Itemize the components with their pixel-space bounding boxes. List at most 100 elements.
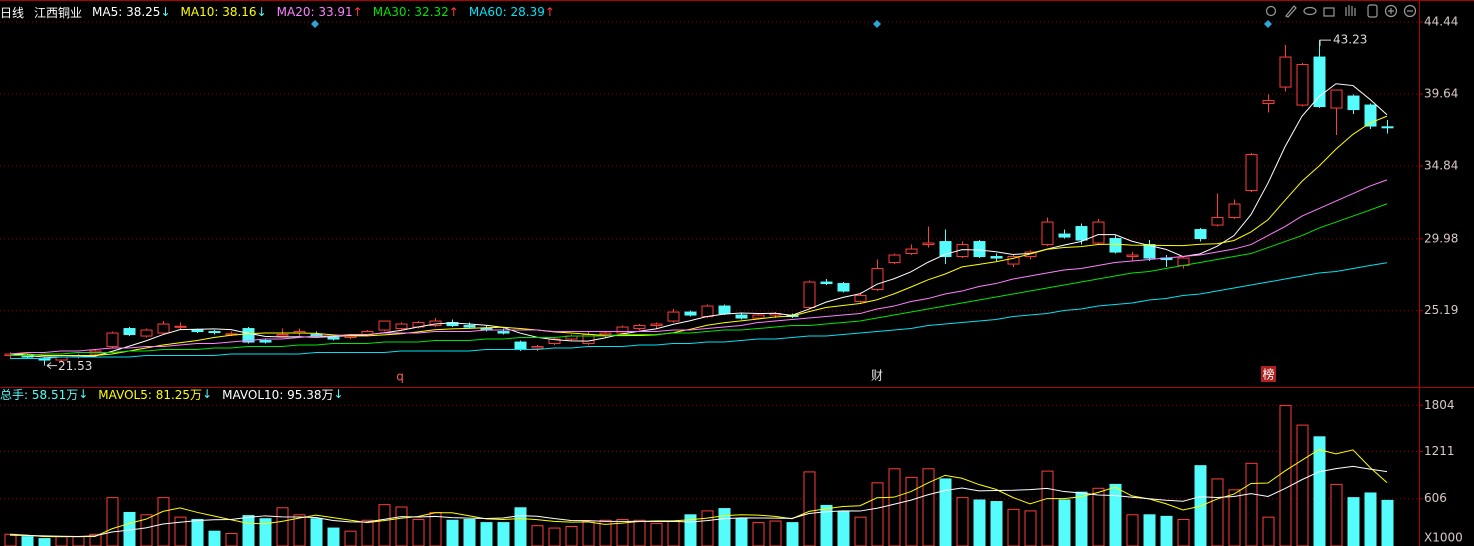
ma-line [10, 115, 1388, 357]
candle-body [616, 326, 629, 334]
volume-bar [1262, 516, 1275, 546]
volume-bar [514, 507, 527, 546]
candle-body [820, 281, 833, 285]
ma-line [9, 83, 1388, 358]
candle-body [1041, 221, 1054, 246]
candle-body [106, 332, 119, 348]
ma-line [10, 203, 1388, 357]
candle-body [1364, 104, 1377, 127]
low-label: 21.53 [58, 359, 92, 373]
event-diamond[interactable] [1264, 20, 1272, 28]
candle-body [514, 341, 527, 351]
volume-bar [395, 506, 408, 546]
volume-bar [361, 519, 374, 546]
volume-bar [888, 468, 901, 546]
volume-bar [208, 530, 221, 546]
candle-body [531, 346, 544, 349]
volume-bar [973, 499, 986, 546]
volume-bar [157, 497, 170, 546]
candle-body [259, 340, 272, 343]
event-label[interactable]: q [396, 370, 404, 384]
candle-body [752, 314, 765, 319]
volume-bar [565, 526, 578, 546]
event-label[interactable]: 榜 [1262, 367, 1274, 382]
volume-legend: 总手: 58.51万 [0, 387, 79, 402]
volume-bar [1007, 508, 1020, 546]
ma-trend: ↓ [160, 5, 171, 19]
volume-bar [854, 516, 867, 546]
volume-bar [4, 533, 17, 546]
ma-trend: ↑ [352, 5, 363, 19]
candle-body [497, 331, 510, 334]
volume-bar [429, 511, 442, 546]
candle-body [378, 320, 391, 331]
candle-body [922, 242, 935, 246]
volume-bar [718, 508, 731, 546]
high-pointer [1319, 39, 1331, 47]
volume-bar [55, 536, 68, 546]
period[interactable]: 日线 [0, 5, 25, 20]
hand-icon[interactable] [1345, 5, 1356, 16]
candle-body [1347, 95, 1360, 111]
stock-name: 江西铜业 [34, 5, 83, 20]
candle-body [1381, 126, 1394, 129]
candle-body [837, 283, 850, 292]
candle-body [667, 311, 680, 322]
candle-body [973, 241, 986, 258]
volume-bar [1024, 510, 1037, 546]
candle-body [1075, 226, 1088, 241]
volume-bar [1296, 424, 1309, 546]
candle-body [735, 314, 748, 319]
volume-bar [905, 476, 918, 546]
candle-body [327, 337, 340, 340]
candle-body [242, 328, 255, 343]
volume-bar [1364, 492, 1377, 546]
volume-bar [752, 522, 765, 546]
candle-body [803, 281, 816, 309]
volume-bar [327, 527, 340, 546]
event-label[interactable]: 财 [871, 369, 883, 383]
volume-bar [497, 522, 510, 546]
candle-body [633, 325, 646, 330]
volume-bar [463, 518, 476, 546]
zoom-out-icon[interactable] [1403, 4, 1417, 18]
event-diamond[interactable] [873, 20, 881, 28]
mavol-legend: MAVOL10: 95.38万 [222, 387, 334, 402]
volume-bar [837, 511, 850, 546]
ma-legend: MA30: 32.32 [372, 5, 449, 19]
draw-icon[interactable] [1285, 5, 1297, 18]
candle-body [174, 325, 187, 328]
high-label: 43.23 [1333, 33, 1367, 47]
candle-body [1007, 256, 1020, 265]
volume-bar [72, 536, 85, 546]
view-icon[interactable] [1303, 6, 1317, 16]
mavol-trend: ↓ [333, 387, 344, 401]
settings-icon[interactable] [1265, 5, 1277, 17]
toolbar [1265, 4, 1417, 18]
volume-bar [1058, 499, 1071, 546]
volume-bar [1381, 499, 1394, 546]
y-tick-label: 29.98 [1424, 231, 1458, 245]
candle-body [1296, 64, 1309, 106]
volume-bar [820, 504, 833, 546]
candle-body [939, 241, 952, 258]
candle-body [1313, 56, 1326, 108]
candle-body [157, 323, 170, 334]
zoom-in-icon[interactable] [1384, 4, 1398, 18]
candle-body [395, 323, 408, 330]
event-diamond[interactable] [311, 20, 319, 28]
candle-body [1126, 254, 1139, 258]
marks: 44.44 39.64 34.84 29.98 25.19 1804 1211 606 X100… [4, 14, 1463, 546]
lock-icon[interactable] [1367, 4, 1378, 18]
store-icon[interactable] [1323, 7, 1335, 17]
grid [0, 21, 1419, 500]
volume-bar [276, 507, 289, 546]
volume-bar [531, 525, 544, 546]
candle-body [463, 325, 476, 328]
volume-bar [1347, 497, 1360, 546]
volume-bar [1041, 470, 1054, 546]
volume-bar [446, 519, 459, 546]
